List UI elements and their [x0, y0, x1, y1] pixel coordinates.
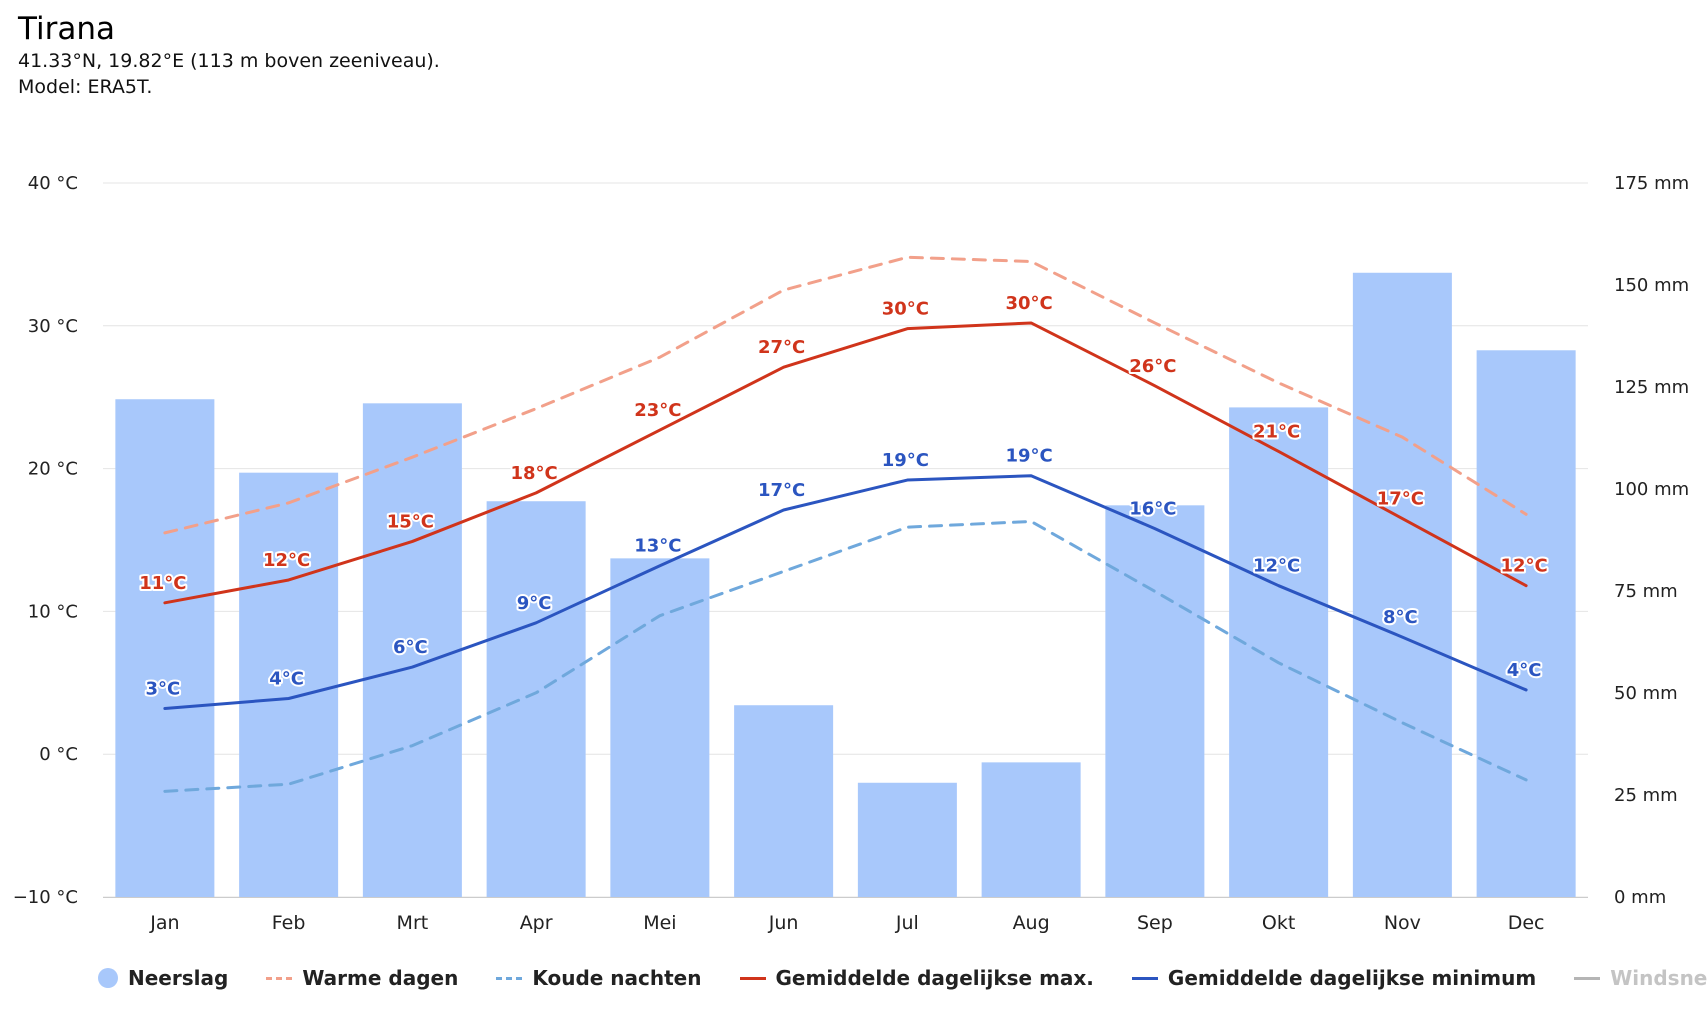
cold-nights-line [163, 519, 1528, 793]
month-tick-label: Mrt [397, 912, 429, 934]
right-axis-tick-label: 100 mm [1614, 479, 1689, 500]
month-tick-label: Sep [1137, 912, 1173, 934]
data-label: 26°C [1129, 356, 1176, 377]
right-axis-tick-label: 150 mm [1614, 275, 1689, 296]
left-axis-tick-label: 10 °C [28, 601, 78, 622]
warm-days-line [163, 255, 1528, 535]
right-axis-tick-label: 25 mm [1614, 785, 1678, 806]
data-label: 6°C [393, 637, 428, 658]
data-label: 15°C [387, 511, 434, 532]
data-label: 12°C [1500, 556, 1547, 577]
data-label: 18°C [510, 463, 557, 484]
legend-label: Gemiddelde dagelijkse minimum [1167, 966, 1537, 990]
legend-symbol-icon [739, 976, 766, 980]
legend-symbol-icon [266, 976, 293, 980]
legend-label: Neerslag [128, 966, 229, 990]
chart-header: Tirana 41.33°N, 19.82°E (113 m boven zee… [18, 10, 440, 100]
precipitation-bar [857, 782, 957, 897]
avg-max-line [163, 321, 1528, 605]
location-coordinates: 41.33°N, 19.82°E (113 m boven zeeniveau)… [18, 50, 440, 72]
data-label: 19°C [1005, 446, 1052, 467]
legend-symbol-icon [1574, 976, 1601, 980]
legend-label: Gemiddelde dagelijkse max. [775, 966, 1094, 990]
month-tick-label: Apr [520, 912, 553, 934]
month-tick-label: Jul [895, 912, 919, 934]
legend-item-windsnelheid[interactable]: Windsnelheid [1574, 966, 1707, 990]
chart-legend: Neerslag Warme dagen Koude nachten Gemiddel… [98, 966, 1707, 990]
left-axis-tick-label: 40 °C [28, 173, 78, 194]
right-axis-tick-label: 125 mm [1614, 377, 1689, 398]
data-label: 11°C [139, 573, 186, 594]
data-label: 19°C [882, 450, 929, 471]
legend-item-neerslag[interactable]: Neerslag [98, 966, 228, 990]
precipitation-bar [115, 399, 215, 897]
month-tick-label: Nov [1384, 912, 1421, 934]
left-axis-tick-label: 0 °C [39, 744, 78, 765]
model-info: Model: ERA5T. [18, 76, 153, 98]
month-tick-label: Aug [1013, 912, 1050, 934]
data-label: 9°C [517, 593, 552, 614]
month-tick-label: Okt [1262, 912, 1295, 934]
legend-label: Warme dagen [302, 966, 459, 990]
month-tick-label: Mei [643, 912, 676, 934]
precipitation-bar [1352, 272, 1452, 897]
left-axis-tick-label: 20 °C [28, 459, 78, 480]
precipitation-bar [610, 558, 710, 897]
data-label: 12°C [1253, 556, 1300, 577]
data-label: 8°C [1383, 607, 1418, 628]
month-tick-label: Jun [768, 912, 799, 934]
month-tick-label: Jan [149, 912, 179, 934]
legend-label: Windsnelheid [1610, 966, 1707, 990]
data-label: 4°C [269, 669, 304, 690]
location-title: Tirana [18, 11, 115, 47]
right-axis-tick-label: 50 mm [1614, 683, 1678, 704]
data-label: 27°C [758, 337, 805, 358]
data-label: 16°C [1129, 499, 1176, 520]
avg-min-line [163, 474, 1528, 711]
precipitation-bar [981, 762, 1081, 897]
legend-item-gemiddelde-dagelijkse-max[interactable]: Gemiddelde dagelijkse max. [739, 966, 1094, 990]
data-label: 17°C [758, 480, 805, 501]
precipitation-bar [362, 403, 462, 897]
left-axis-tick-label: 30 °C [28, 316, 78, 337]
month-tick-label: Feb [272, 912, 306, 934]
precipitation-bar [239, 472, 339, 897]
legend-item-koude-nachten[interactable]: Koude nachten [496, 966, 702, 990]
legend-symbol-icon [98, 968, 118, 988]
precipitation-bar [734, 705, 834, 897]
data-label: 30°C [1005, 293, 1052, 314]
right-axis-tick-label: 75 mm [1614, 581, 1678, 602]
right-axis-tick-label: 175 mm [1614, 173, 1689, 194]
data-label: 30°C [882, 299, 929, 320]
data-label: 3°C [146, 679, 181, 700]
right-axis-tick-label: 0 mm [1614, 887, 1666, 908]
precipitation-bar [1105, 505, 1205, 897]
legend-item-gemiddelde-dagelijkse-minimum[interactable]: Gemiddelde dagelijkse minimum [1131, 966, 1537, 990]
data-label: 23°C [634, 400, 681, 421]
legend-symbol-icon [1131, 976, 1158, 980]
precipitation-bar [1476, 350, 1576, 897]
data-label: 17°C [1377, 489, 1424, 510]
data-label: 4°C [1507, 660, 1542, 681]
precipitation-bar [1229, 407, 1329, 897]
data-label: 13°C [634, 536, 681, 557]
data-label: 21°C [1253, 421, 1300, 442]
month-tick-label: Dec [1508, 912, 1545, 934]
legend-item-warme-dagen[interactable]: Warme dagen [266, 966, 458, 990]
legend-symbol-icon [496, 976, 523, 980]
data-label: 12°C [263, 550, 310, 571]
precipitation-bar [486, 501, 586, 897]
left-axis-tick-label: −10 °C [13, 887, 78, 908]
legend-label: Koude nachten [532, 966, 702, 990]
